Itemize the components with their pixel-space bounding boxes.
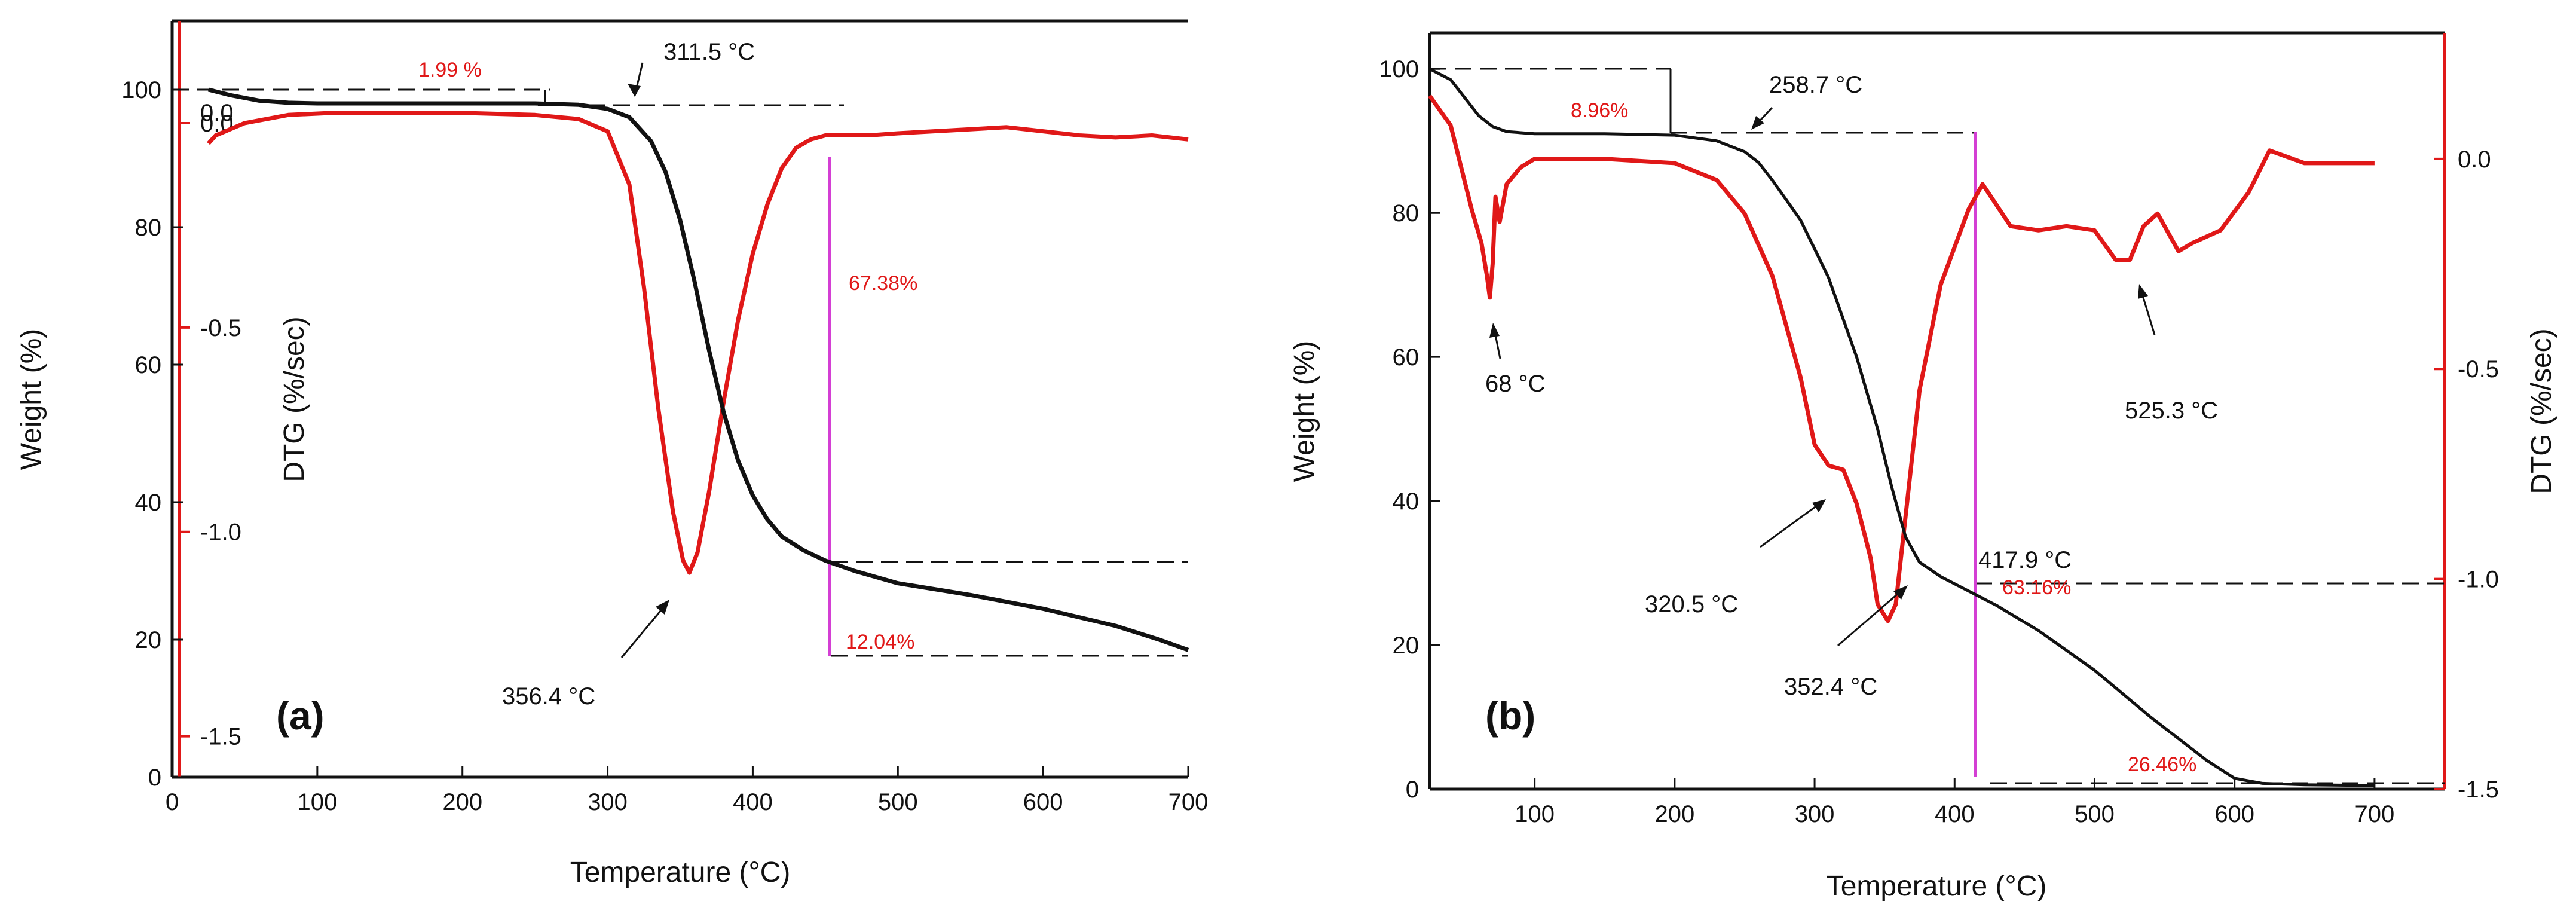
dtg-tick-label: -1.0 <box>2458 567 2499 593</box>
dtg-axis-ticks: 0.0 -0.5 -1.0 -1.5 <box>2434 146 2499 803</box>
step2-label: 67.38% <box>849 272 917 295</box>
x-tick-label: 200 <box>442 789 482 815</box>
x-tick-label: 700 <box>2355 801 2395 827</box>
panel-label: (a) <box>276 693 325 738</box>
dtg-peak2-label: 320.5 °C <box>1645 591 1738 618</box>
dtg-zero-label: 0.0 <box>200 100 234 126</box>
x-tick-label: 200 <box>1654 801 1694 827</box>
y-axis-title: Weight (%) <box>1289 341 1320 482</box>
dtg-axis-title: DTG (%/sec) <box>279 316 310 482</box>
x-tick-label: 700 <box>1168 789 1209 815</box>
residue-label: 12.04% <box>846 631 914 653</box>
y-tick-label: 20 <box>135 627 162 653</box>
weight-curve <box>207 87 1189 652</box>
y-tick-label: 80 <box>135 215 162 241</box>
x-tick-label: 500 <box>878 789 918 815</box>
residue-label: 26.46% <box>2128 753 2196 776</box>
y-axis-ticks: 0 20 40 60 80 100 <box>121 77 183 791</box>
y-tick-label: 0 <box>148 765 161 791</box>
y-tick-label: 60 <box>135 352 162 378</box>
y-tick-label: 40 <box>1393 488 1419 515</box>
dtg-curve <box>207 111 1189 575</box>
step1-label: 1.99 % <box>418 59 482 81</box>
y-tick-label: 80 <box>1393 200 1419 227</box>
dtg-peak1-label: 68 °C <box>1485 371 1546 397</box>
x-axis-title: Temperature (°C) <box>570 857 791 888</box>
dtg-tick-label: -0.5 <box>200 315 241 341</box>
x-axis-ticks: 0 100 200 300 400 500 600 700 <box>166 766 1209 815</box>
end-temp-label: 417.9 °C <box>1978 547 2072 573</box>
y-axis-ticks: 0 20 40 60 80 100 <box>1379 56 1440 803</box>
y-tick-label: 20 <box>1393 632 1419 659</box>
dtg-tick-label: -1.0 <box>200 519 241 546</box>
dtg-peak3-label: 352.4 °C <box>1784 674 1877 700</box>
y-axis-title: Weight (%) <box>16 329 47 470</box>
x-tick-label: 600 <box>2214 801 2254 827</box>
y-tick-label: 0 <box>1406 777 1419 803</box>
y-tick-label: 100 <box>1379 56 1419 82</box>
x-tick-label: 400 <box>1935 801 1975 827</box>
onset-temp-label: 258.7 °C <box>1769 72 1862 98</box>
x-tick-label: 500 <box>2075 801 2115 827</box>
step2-label: 63.16% <box>2002 576 2071 599</box>
dtg-axis-ticks: 0.0-0.5-1.0-1.5 <box>179 111 241 750</box>
x-axis-title: Temperature (°C) <box>1827 870 2047 902</box>
x-axis-ticks: 100 200 300 400 500 600 700 <box>1515 778 2394 827</box>
x-tick-label: 0 <box>166 789 179 815</box>
dtg-tick-label: -1.5 <box>200 724 241 750</box>
panel-b: 0.0 -0.5 -1.0 -1.5 100 200 300 400 500 600 700 0 2… <box>1289 31 2557 902</box>
weight-curve <box>1428 67 2375 787</box>
x-tick-label: 400 <box>733 789 773 815</box>
dtg-peak4-label: 525.3 °C <box>2125 398 2218 424</box>
x-tick-label: 600 <box>1023 789 1063 815</box>
step1-label: 8.96% <box>1571 99 1628 122</box>
dtg-tick-label: 0.0 <box>2458 146 2491 173</box>
x-tick-label: 300 <box>588 789 628 815</box>
x-tick-label: 100 <box>1515 801 1555 827</box>
y-tick-label: 100 <box>121 77 161 103</box>
y-tick-label: 60 <box>1393 344 1419 371</box>
x-tick-label: 300 <box>1795 801 1835 827</box>
onset-temp-label: 311.5 °C <box>663 39 755 65</box>
dtg-tick-label: -0.5 <box>2458 356 2499 383</box>
x-tick-label: 100 <box>297 789 337 815</box>
dtg-curve <box>1428 94 2375 623</box>
dtg-axis-title: DTG (%/sec) <box>2526 328 2557 494</box>
panel-label: (b) <box>1485 693 1535 738</box>
dtg-peak-label: 356.4 °C <box>502 683 595 710</box>
y-tick-label: 40 <box>135 490 162 516</box>
panel-a: 0.0-0.5-1.0-1.5 0 100 200 300 400 500 600 700 0… <box>16 19 1209 888</box>
dtg-tick-label: -1.5 <box>2458 777 2499 803</box>
